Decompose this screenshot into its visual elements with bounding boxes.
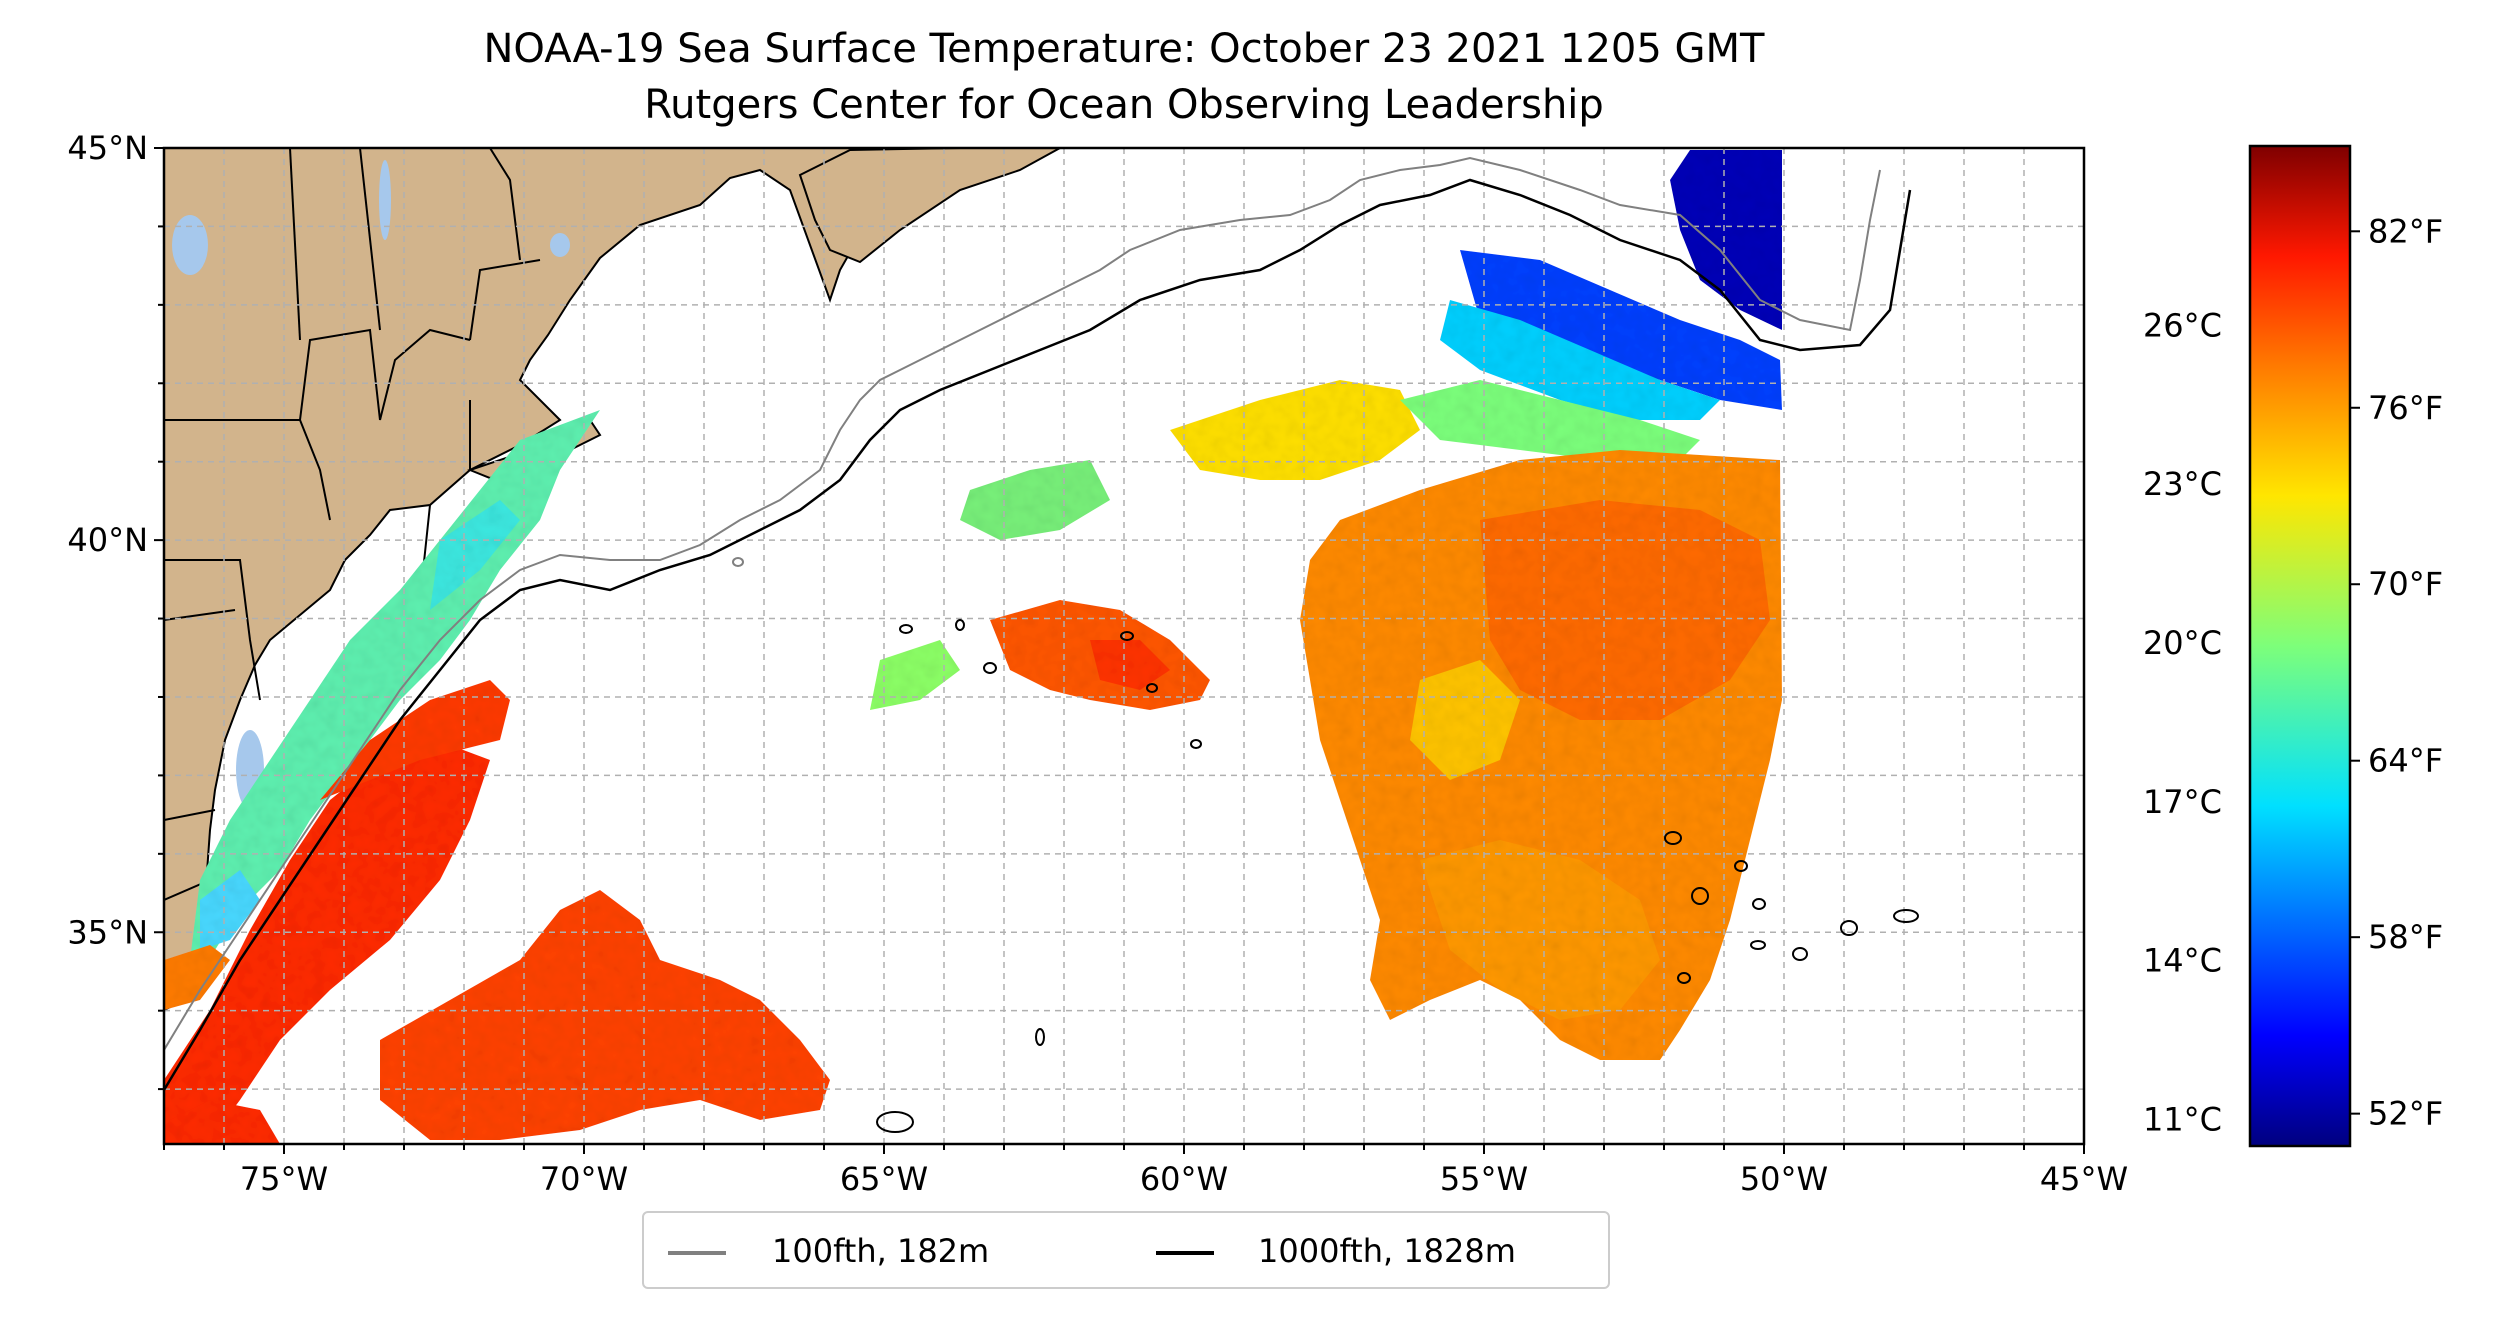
colorbar-f-tick-label: 70°F [2368,565,2443,603]
colorbar-f-tick-label: 52°F [2368,1095,2443,1133]
lon-tick-label: 45°W [2040,1160,2128,1198]
legend: 100fth, 182m 1000fth, 1828m [642,1211,1610,1289]
state-boundaries [164,148,541,901]
legend-label-100fth: 100fth, 182m [772,1232,990,1270]
lon-tick-label: 60°W [1140,1160,1228,1198]
gridlines [164,148,2084,1144]
colorbar-c-tick-label: 17°C [2143,783,2222,821]
sst-patch-shelf-north [430,500,520,610]
lon-tick-label: 50°W [1740,1160,1828,1198]
lat-axis: 45°N 40°N 35°N [67,129,164,1091]
map-area [164,148,2084,1144]
legend-label-1000fth: 1000fth, 1828m [1258,1232,1516,1270]
sst-patch-east-south [1420,840,1660,1020]
lon-tick-label: 70°W [540,1160,628,1198]
map-subtitle: Rutgers Center for Ocean Observing Leade… [644,82,1604,128]
inland-lake [172,215,208,275]
sst-patch-northeast-cold [1460,250,1782,410]
colorbar-c-tick-label: 23°C [2143,465,2222,503]
inland-lake [550,233,570,257]
sst-patch-south-central [380,890,830,1140]
contour-100fth [164,156,1881,1051]
sst-patch-northeast-deep [1670,150,1782,330]
colorbar-celsius-axis: 26°C 23°C 20°C 17°C 14°C 11°C [2143,306,2222,1138]
lon-tick-label: 55°W [1440,1160,1528,1198]
map-title: NOAA-19 Sea Surface Temperature: October… [483,26,1765,72]
sst-patch-east-yellow [1410,660,1520,780]
lat-tick-label: 45°N [67,129,148,167]
colorbar-f-tick-label: 82°F [2368,212,2443,250]
sst-patch-northeast-cyan [1440,300,1720,420]
sst-patch-south-southwest [164,1100,280,1144]
sst-patch-northmid-cool [960,460,1110,540]
sst-patch-mid-cool [870,640,960,710]
seamount-contours [876,619,1919,1133]
colorbar-c-tick-label: 11°C [2143,1101,2222,1139]
lon-tick-label: 65°W [840,1160,928,1198]
colorbar [2248,144,2352,1148]
sst-patch-eddy-inner [1090,640,1170,690]
sst-patch-northeast-green [1400,380,1700,460]
sst-patch-shelf-south [200,870,260,950]
inland-lake [379,160,391,240]
colorbar-f-tick-label: 58°F [2368,918,2443,956]
sst-patch-gulf-stream-edge [164,945,230,1010]
colorbar-c-tick-label: 14°C [2143,942,2222,980]
sst-patch-northmid [1170,380,1420,480]
legend-swatch-100fth [668,1251,726,1255]
colorbar-c-tick-label: 20°C [2143,624,2222,662]
sst-patch-gulf-stream [164,745,490,1144]
colorbar-c-tick-label: 26°C [2143,306,2222,344]
colorbar-f-tick-label: 64°F [2368,742,2443,780]
lat-tick-label: 40°N [67,521,148,559]
sst-patch-east-warmer [1480,500,1770,720]
lon-axis: 75°W 70°W 65°W 60°W 55°W 50°W 45°W [163,1144,2128,1198]
legend-swatch-1000fth [1156,1251,1214,1255]
contour-1000fth [164,178,1912,1091]
colorbar-fahrenheit-axis: 82°F 76°F 70°F 64°F 58°F 52°F [2350,212,2443,1133]
lat-tick-label: 35°N [67,913,148,951]
colorbar-f-tick-label: 76°F [2368,389,2443,427]
sst-data [164,150,1782,1144]
seamount-contour-gray [732,557,744,567]
lon-tick-label: 75°W [240,1160,328,1198]
